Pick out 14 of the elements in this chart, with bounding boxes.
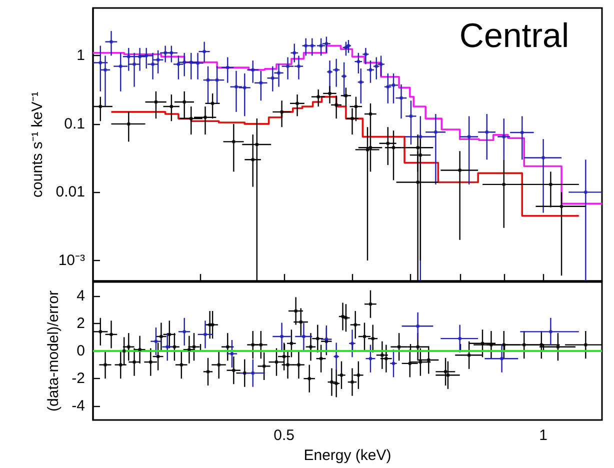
y-tick-label: 0.01 (56, 184, 85, 201)
chart-title: Central (459, 17, 570, 55)
y-tick-label: 1 (76, 47, 85, 64)
y-tick-label: 2 (76, 314, 85, 332)
y-axis-title: (data-model)/error (44, 290, 62, 412)
y-tick-label: 0.1 (64, 115, 85, 132)
y-tick-label: 10⁻³ (58, 252, 85, 269)
y-tick-label: 0 (76, 342, 85, 360)
x-axis-title: Energy (keV) (304, 447, 392, 464)
y-tick-label: -2 (72, 370, 85, 388)
y-tick-label: -4 (72, 398, 85, 415)
y-axis-title: counts s⁻¹ keV⁻¹ (28, 92, 46, 198)
y-tick-label: 4 (76, 287, 85, 304)
x-tick-label: 0.5 (274, 427, 294, 444)
